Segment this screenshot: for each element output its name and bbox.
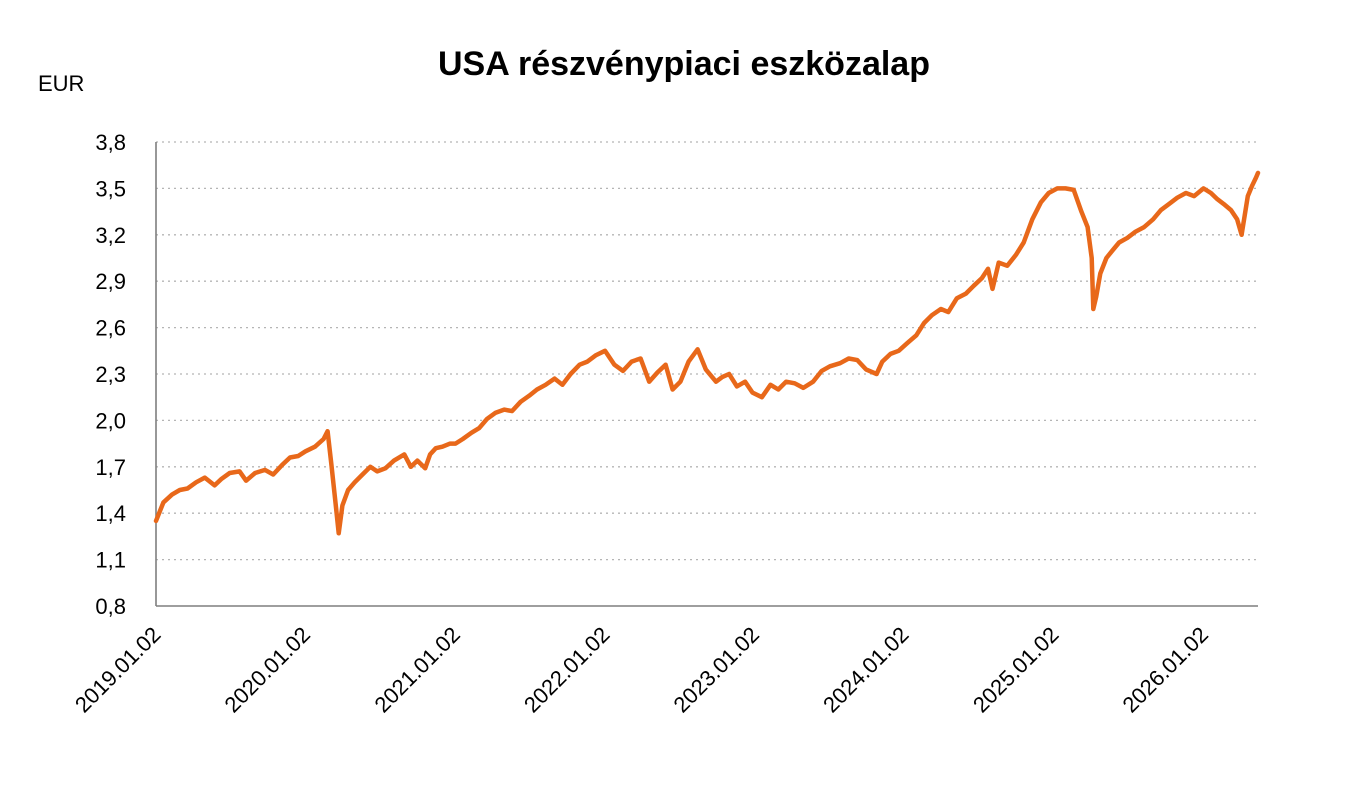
chart-title: USA részvénypiaci eszközalap [438, 45, 930, 83]
y-tick-label: 2,9 [95, 269, 126, 294]
x-tick-label: 2025.01.02 [968, 622, 1064, 718]
y-axis-label: EUR [38, 71, 84, 96]
x-tick-label: 2019.01.02 [70, 622, 166, 718]
series-line [153, 170, 1261, 536]
x-tick-label: 2026.01.02 [1118, 622, 1214, 718]
y-tick-label: 1,4 [95, 501, 126, 526]
y-axis-ticks: 3,8 3,5 3,2 2,9 2,6 2,3 2,0 1,7 1,4 1,1 0,8 [95, 130, 126, 619]
y-tick-label: 3,5 [95, 176, 126, 201]
x-tick-label: 2023.01.02 [669, 622, 765, 718]
y-tick-label: 1,1 [95, 548, 126, 573]
y-tick-label: 2,0 [95, 408, 126, 433]
y-tick-label: 1,7 [95, 455, 126, 480]
x-tick-label: 2024.01.02 [818, 622, 914, 718]
axes [155, 142, 1258, 607]
x-tick-label: 2022.01.02 [519, 622, 615, 718]
y-tick-label: 0,8 [95, 594, 126, 619]
x-tick-label: 2021.01.02 [369, 622, 465, 718]
y-tick-label: 2,3 [95, 362, 126, 387]
x-tick-label: 2020.01.02 [220, 622, 316, 718]
y-tick-label: 3,2 [95, 223, 126, 248]
x-axis-ticks: 2019.01.02 2020.01.02 2021.01.02 2022.01.02… [70, 622, 1213, 718]
gridlines [156, 141, 1258, 561]
y-tick-label: 3,8 [95, 130, 126, 155]
y-tick-label: 2,6 [95, 316, 126, 341]
series-layer [153, 170, 1261, 536]
